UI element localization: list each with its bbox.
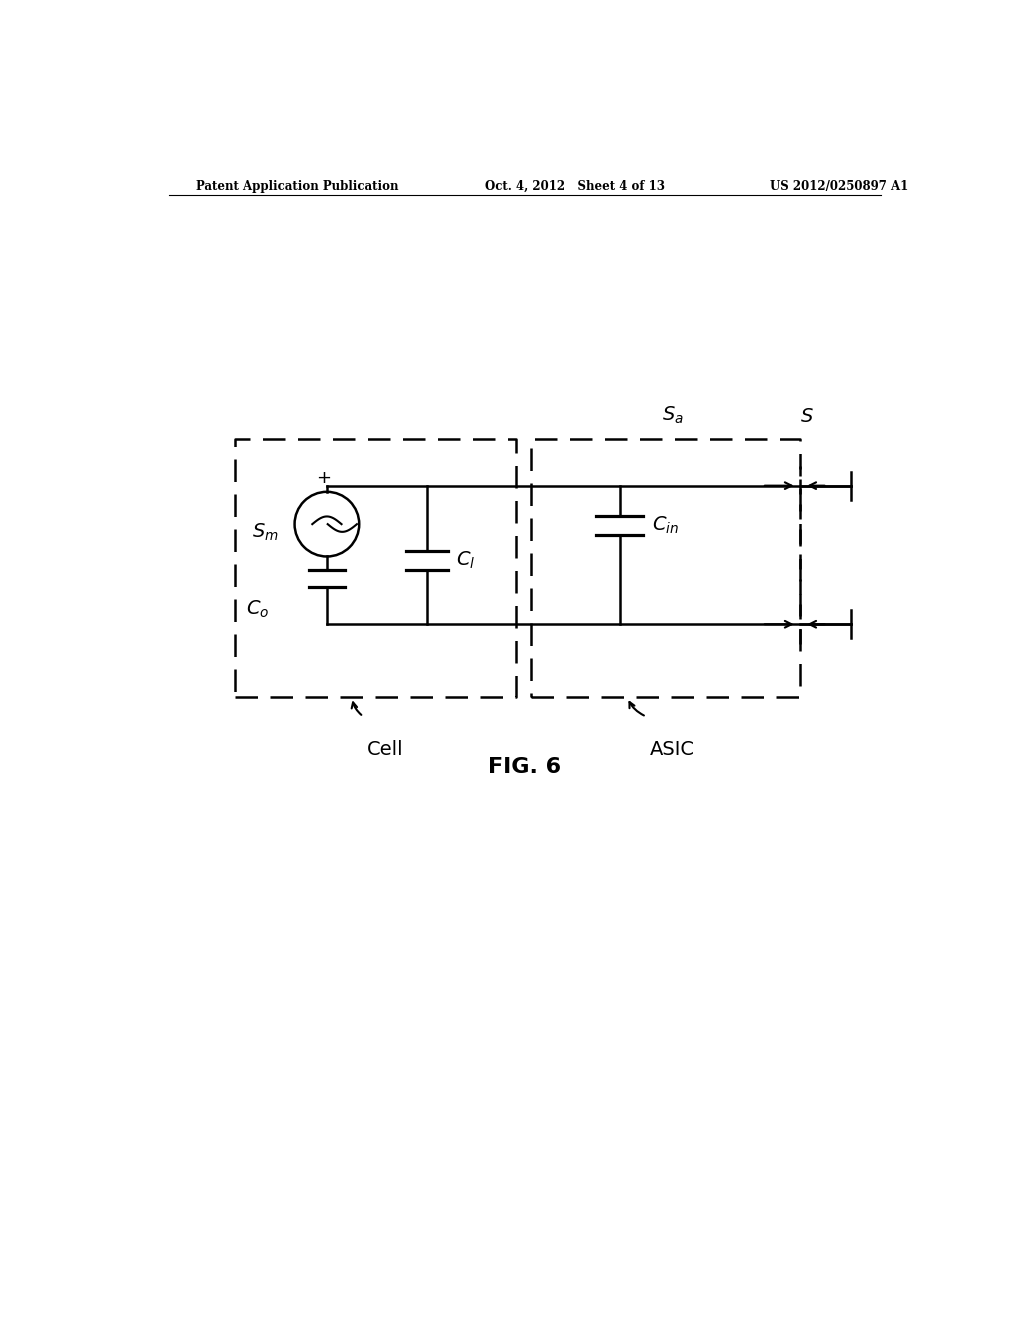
Text: $S_a$: $S_a$ — [663, 405, 684, 426]
Text: $S$: $S$ — [800, 408, 813, 426]
Text: $C_{in}$: $C_{in}$ — [652, 515, 679, 536]
Text: $C_o$: $C_o$ — [246, 599, 269, 620]
Text: US 2012/0250897 A1: US 2012/0250897 A1 — [770, 180, 908, 193]
Text: +: + — [316, 469, 332, 487]
Text: $S_m$: $S_m$ — [252, 521, 279, 543]
Text: ASIC: ASIC — [650, 739, 695, 759]
Text: $C_l$: $C_l$ — [457, 549, 475, 572]
Text: Oct. 4, 2012   Sheet 4 of 13: Oct. 4, 2012 Sheet 4 of 13 — [484, 180, 665, 193]
Text: Cell: Cell — [368, 739, 403, 759]
Text: Patent Application Publication: Patent Application Publication — [196, 180, 398, 193]
Text: FIG. 6: FIG. 6 — [488, 756, 561, 776]
Text: $-$: $-$ — [316, 560, 331, 578]
